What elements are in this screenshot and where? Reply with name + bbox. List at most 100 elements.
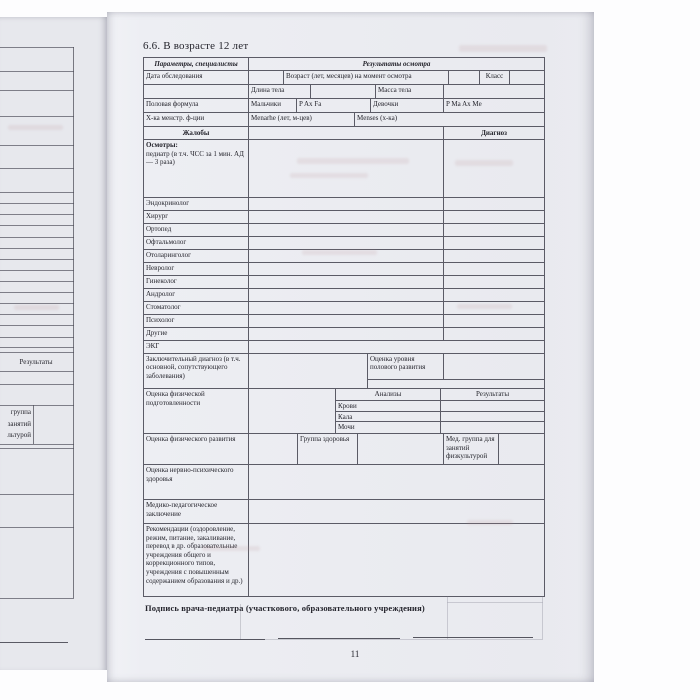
left-page-rule bbox=[0, 116, 74, 117]
specialist-diagnosis-cell bbox=[444, 263, 544, 275]
sex-formula-label: Половая формула bbox=[144, 99, 249, 112]
recommendations-value-cell bbox=[249, 524, 544, 596]
print-bleed-smudge bbox=[202, 546, 260, 551]
print-bleed-smudge bbox=[455, 160, 513, 166]
specialist-diagnosis-cell bbox=[444, 198, 544, 210]
row-menstrual: Х-ка менстр. ф-ции Menarhe (лет, м-цев) … bbox=[144, 113, 544, 127]
specialist-row: Гинеколог bbox=[144, 276, 544, 289]
right-page: 6.6. В возрасте 12 лет Параметры, специа… bbox=[107, 12, 594, 682]
specialist-diagnosis-cell bbox=[444, 250, 544, 262]
row-physical-development: Оценка физического развития Группа здоро… bbox=[144, 433, 544, 465]
girls-label: Девочки bbox=[371, 99, 444, 112]
class-value-cell bbox=[510, 71, 544, 84]
results-header: Результаты bbox=[475, 390, 510, 399]
med-group-label: Мед. группа для занятий физкультурой bbox=[444, 433, 499, 464]
left-medgroup-line: льтурой bbox=[7, 431, 31, 439]
specialist-row: Ортопед bbox=[144, 224, 544, 237]
left-page-rule bbox=[0, 352, 74, 353]
specialist-label: Психолог bbox=[144, 315, 249, 327]
blood-result-cell bbox=[441, 401, 544, 411]
puberty-subgrid: Оценка уровня полового развития bbox=[368, 353, 544, 388]
age-value-cell bbox=[449, 71, 480, 84]
specialist-notes-cell bbox=[249, 237, 444, 249]
left-page-rule bbox=[0, 371, 74, 372]
stool-result-cell bbox=[441, 412, 544, 422]
specialist-label: Офтальмолог bbox=[144, 237, 249, 249]
row-anthropometry: Длина тела Масса тела bbox=[144, 85, 544, 99]
exams-subtitle: педиатр (в т.ч. ЧСС за 1 мин. АД — 3 раз… bbox=[146, 149, 244, 167]
ecg-label: ЭКГ bbox=[144, 341, 249, 353]
analysis-row-blood: Крови bbox=[336, 401, 544, 412]
specialist-diagnosis-cell bbox=[444, 237, 544, 249]
row-recommendations: Рекомендации (оздоровление, режим, питан… bbox=[144, 523, 544, 596]
specialist-diagnosis-cell bbox=[444, 224, 544, 236]
pediatrician-exam-label: Осмотры: педиатр (в т.ч. ЧСС за 1 мин. А… bbox=[144, 140, 249, 197]
row-pedagogical: Медико-педагогическое заключение bbox=[144, 499, 544, 524]
left-page-rule bbox=[0, 145, 74, 146]
print-bleed-smudge bbox=[459, 45, 547, 52]
left-page-rule bbox=[0, 325, 74, 326]
left-page-rule bbox=[0, 192, 74, 193]
print-bleed-smudge bbox=[467, 520, 513, 525]
signature-line bbox=[278, 638, 400, 639]
specialist-notes-cell bbox=[249, 328, 444, 340]
left-page-rule bbox=[0, 405, 74, 406]
left-page-rule bbox=[0, 214, 74, 215]
specialist-notes-cell bbox=[249, 250, 444, 262]
specialist-notes-cell bbox=[249, 198, 444, 210]
health-group-label: Группа здоровья bbox=[298, 433, 358, 464]
fitness-label: Оценка физической подготовленности bbox=[144, 388, 249, 433]
left-page-rule bbox=[0, 494, 74, 495]
print-bleed-smudge bbox=[297, 158, 409, 164]
print-bleed-smudge bbox=[290, 173, 368, 178]
specialist-diagnosis-cell bbox=[444, 315, 544, 327]
specialist-row: Психолог bbox=[144, 315, 544, 328]
specialist-label: Стоматолог bbox=[144, 302, 249, 314]
class-label: Класс bbox=[480, 71, 510, 84]
stool-label: Кала bbox=[336, 411, 441, 422]
complaints-cell bbox=[249, 127, 444, 139]
left-page-rule bbox=[0, 225, 74, 226]
specialist-row: Офтальмолог bbox=[144, 237, 544, 250]
specialist-row: Хирург bbox=[144, 211, 544, 224]
urine-label: Мочи bbox=[336, 422, 441, 433]
row-sex-formula: Половая формула Мальчики P Ax Fa Девочки… bbox=[144, 99, 544, 113]
anthropometry-empty-cell bbox=[144, 85, 249, 98]
menarche-label: Menarhe (лет, м-цев) bbox=[249, 113, 355, 126]
header-results-cell: Результаты осмотра bbox=[362, 59, 431, 68]
specialist-label: Гинеколог bbox=[144, 276, 249, 288]
menses-label: Menses (х-ка) bbox=[357, 114, 398, 122]
pediatrician-diagnosis-cell bbox=[444, 140, 544, 197]
left-page-rule bbox=[0, 281, 74, 282]
left-page-rule bbox=[0, 47, 74, 48]
neuro-label: Оценка нервно-психического здоровья bbox=[144, 464, 249, 499]
specialist-rows: Эндокринолог Хирург Ортопед Офтальмолог … bbox=[144, 198, 544, 341]
left-page: Результаты группа занятий льтурой bbox=[0, 17, 107, 670]
analysis-row-stool: Кала bbox=[336, 411, 544, 423]
specialist-label: Другие bbox=[144, 328, 249, 340]
specialist-notes-cell bbox=[249, 211, 444, 223]
pediatrician-complaints-cell bbox=[249, 140, 444, 197]
physical-dev-value-cell bbox=[249, 433, 298, 464]
specialist-notes-cell bbox=[249, 302, 444, 314]
complaints-header: Жалобы bbox=[144, 127, 249, 139]
diagnosis-header: Диагноз bbox=[481, 128, 507, 137]
ecg-value-cell bbox=[249, 341, 544, 353]
left-results-fragment: Результаты bbox=[19, 358, 53, 366]
physical-dev-label: Оценка физического развития bbox=[144, 433, 249, 464]
analyses-header: Анализы bbox=[336, 388, 441, 401]
puberty-value-cell bbox=[444, 354, 544, 379]
specialist-diagnosis-cell bbox=[444, 328, 544, 340]
body-length-value-cell bbox=[311, 85, 376, 98]
specialist-notes-cell bbox=[249, 289, 444, 301]
page-title: 6.6. В возрасте 12 лет bbox=[143, 40, 249, 52]
left-page-rule bbox=[0, 337, 74, 338]
exam-date-value-cell bbox=[249, 71, 284, 84]
specialist-label: Отоларинголог bbox=[144, 250, 249, 262]
specialist-row: Андролог bbox=[144, 289, 544, 302]
boys-label: Мальчики bbox=[249, 99, 297, 112]
specialist-label: Ортопед bbox=[144, 224, 249, 236]
row-exam-date: Дата обследования Возраст (лет, месяцев)… bbox=[144, 71, 544, 85]
body-mass-label: Масса тела bbox=[376, 85, 444, 98]
